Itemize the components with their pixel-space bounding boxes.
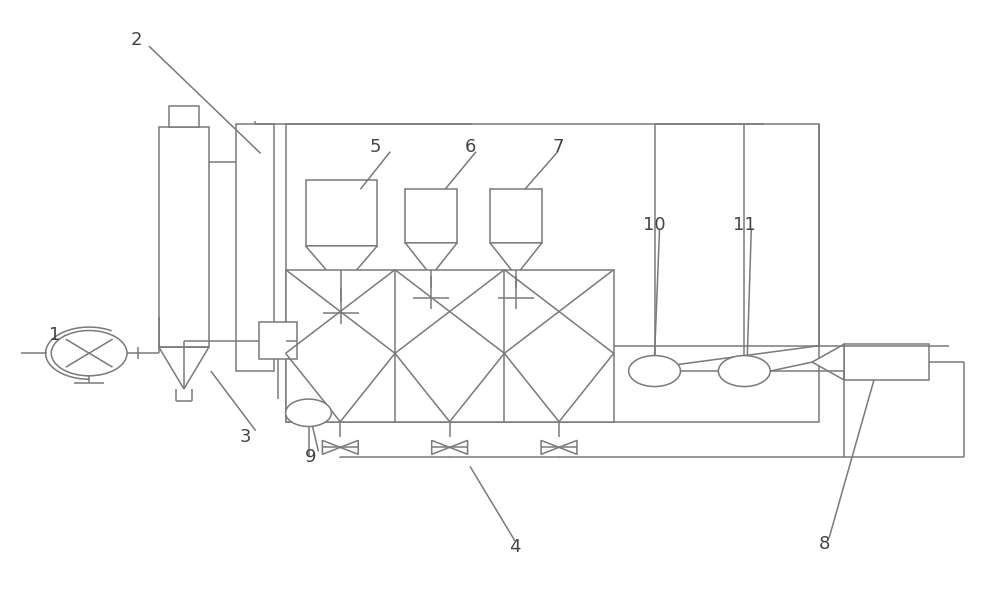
Text: 11: 11 [733, 216, 756, 234]
Text: 3: 3 [240, 428, 251, 446]
Polygon shape [490, 243, 542, 276]
Bar [159, 126, 209, 347]
Polygon shape [812, 344, 844, 380]
Circle shape [51, 331, 127, 376]
Polygon shape [340, 440, 358, 454]
Polygon shape [730, 362, 759, 379]
Circle shape [286, 399, 331, 426]
Polygon shape [640, 362, 669, 379]
Text: 1: 1 [49, 326, 60, 344]
Polygon shape [541, 440, 559, 454]
Bar [236, 123, 274, 371]
Bar [844, 344, 929, 380]
Text: 10: 10 [643, 216, 666, 234]
Polygon shape [431, 291, 449, 305]
Bar [286, 270, 614, 422]
Polygon shape [432, 440, 450, 454]
Polygon shape [516, 291, 534, 305]
Polygon shape [498, 291, 516, 305]
Bar [286, 123, 819, 422]
Text: 9: 9 [305, 449, 316, 467]
Polygon shape [322, 440, 340, 454]
Text: 2: 2 [130, 31, 142, 49]
Text: 7: 7 [552, 138, 564, 156]
Polygon shape [296, 404, 321, 420]
Text: 4: 4 [509, 538, 521, 556]
Bar [490, 189, 542, 243]
Polygon shape [413, 291, 431, 305]
Polygon shape [559, 440, 577, 454]
Bar [169, 106, 199, 126]
Text: 8: 8 [818, 535, 830, 553]
Circle shape [629, 356, 680, 386]
Text: 6: 6 [464, 138, 476, 156]
Bar [259, 322, 297, 359]
Polygon shape [323, 306, 341, 320]
Polygon shape [341, 306, 359, 320]
Polygon shape [450, 440, 468, 454]
Polygon shape [306, 246, 377, 288]
Polygon shape [159, 347, 209, 389]
Bar [405, 189, 457, 243]
Bar [306, 180, 377, 246]
Polygon shape [405, 243, 457, 276]
Circle shape [718, 356, 770, 386]
Text: 5: 5 [370, 138, 381, 156]
